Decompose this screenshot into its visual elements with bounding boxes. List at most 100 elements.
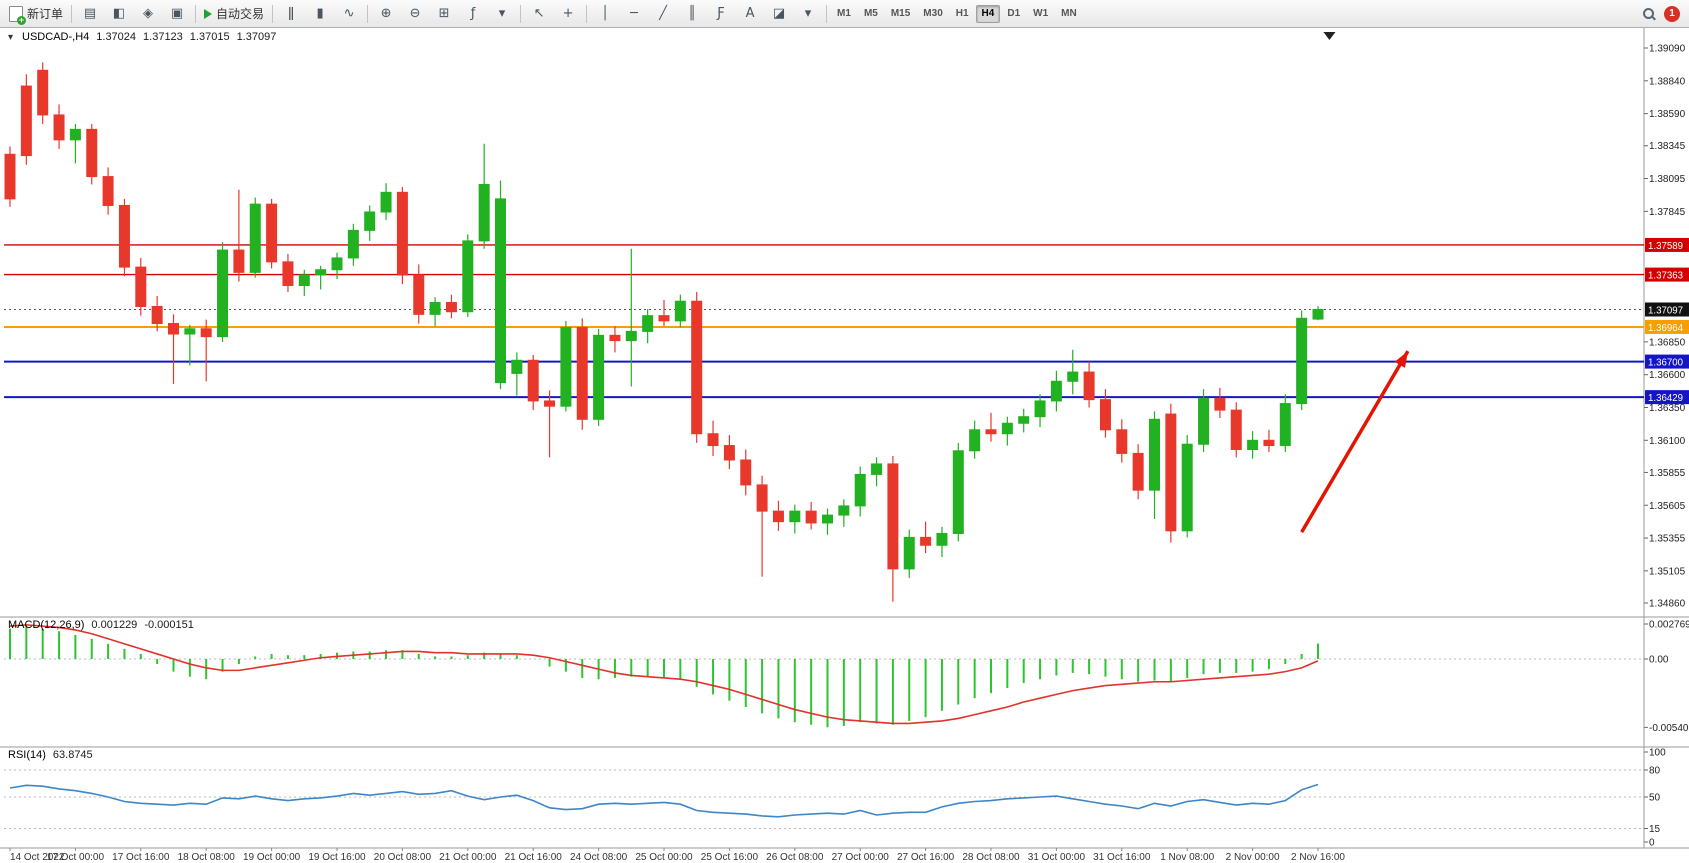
price-axis[interactable]: 1.39090 1.38840 1.38590 1.38345 1.38095 1.378… bbox=[1644, 44, 1689, 610]
horizontal-levels[interactable] bbox=[4, 244, 1644, 399]
indicators-icon: ƒ bbox=[470, 6, 476, 21]
svg-text:1.36850: 1.36850 bbox=[1649, 337, 1686, 348]
vertical-line-icon: │ bbox=[601, 6, 609, 21]
zoom-out-icon: ⊖ bbox=[409, 6, 421, 21]
chart-mode-group: ǁ ▮ ∿ bbox=[277, 2, 363, 26]
svg-text:21 Oct 16:00: 21 Oct 16:00 bbox=[505, 852, 563, 863]
search-icon[interactable] bbox=[1642, 7, 1656, 21]
chart-area[interactable]: 1.39090 1.38840 1.38590 1.38345 1.38095 1.378… bbox=[0, 28, 1689, 863]
navigator-icon: ◈ bbox=[143, 6, 154, 21]
svg-text:2 Nov 16:00: 2 Nov 16:00 bbox=[1291, 852, 1345, 863]
svg-text:20 Oct 08:00: 20 Oct 08:00 bbox=[374, 852, 432, 863]
timeframe-m30-button[interactable]: M30 bbox=[923, 7, 943, 19]
text-tool-button[interactable]: A bbox=[736, 2, 764, 26]
timeframe-m1-button[interactable]: M1 bbox=[837, 7, 851, 19]
terminal-icon: ▣ bbox=[170, 6, 184, 21]
toolbar-separator bbox=[586, 4, 588, 23]
terminal-button[interactable]: ▣ bbox=[163, 2, 191, 26]
svg-text:19 Oct 16:00: 19 Oct 16:00 bbox=[308, 852, 366, 863]
svg-text:1.38345: 1.38345 bbox=[1649, 141, 1686, 152]
crosshair-button[interactable]: + bbox=[554, 2, 582, 26]
new-order-button[interactable]: 新订单 bbox=[5, 2, 67, 26]
chart-canvas[interactable]: 1.39090 1.38840 1.38590 1.38345 1.38095 1.378… bbox=[0, 28, 1689, 863]
svg-text:15: 15 bbox=[1649, 824, 1661, 835]
main-toolbar: 新订单 ▤◧ ◈ ▣ 自动交易 ǁ ▮ ∿ ⊕ ⊖ ⊞ ƒ ▾ ↖+ │ ─╱║ ƑA◪ ▾ M1 M5… bbox=[0, 0, 1689, 28]
zoom-out-button[interactable]: ⊖ bbox=[401, 2, 429, 26]
zoom-in-button[interactable]: ⊕ bbox=[372, 2, 400, 26]
notification-badge[interactable]: 1 bbox=[1664, 5, 1680, 22]
rsi-axis: 100 80 50 15 0 bbox=[1644, 748, 1666, 849]
svg-text:1.36429: 1.36429 bbox=[1648, 393, 1683, 404]
line-chart-mode-button[interactable]: ∿ bbox=[335, 2, 363, 26]
indicators-menu-icon: ▾ bbox=[498, 6, 506, 21]
tile-windows-icon: ⊞ bbox=[438, 6, 450, 21]
timeframe-h1-button[interactable]: H1 bbox=[955, 7, 969, 19]
macd-signal-value: -0.000151 bbox=[144, 619, 194, 631]
tile-windows-button[interactable]: ⊞ bbox=[430, 2, 458, 26]
bar-chart-mode-button[interactable]: ǁ bbox=[277, 2, 305, 26]
chart-profiles-button[interactable]: ▤ bbox=[76, 2, 104, 26]
objects-menu-button[interactable]: ▾ bbox=[794, 2, 822, 26]
candlestick-series bbox=[4, 62, 1324, 602]
svg-text:100: 100 bbox=[1649, 748, 1666, 759]
market-watch-button[interactable]: ◧ bbox=[105, 2, 133, 26]
trendline-button[interactable]: ╱ bbox=[649, 2, 677, 26]
trend-arrow[interactable] bbox=[1300, 350, 1410, 534]
candlestick-mode-button[interactable]: ▮ bbox=[306, 2, 334, 26]
fibonacci-icon: Ƒ bbox=[717, 6, 725, 21]
timeframe-w1-button[interactable]: W1 bbox=[1033, 7, 1049, 19]
one-click-trading-toggle[interactable]: ▾ bbox=[8, 31, 14, 43]
svg-text:0.00: 0.00 bbox=[1649, 655, 1669, 666]
svg-text:1.35105: 1.35105 bbox=[1649, 566, 1686, 577]
timeframe-mn-button[interactable]: MN bbox=[1061, 7, 1077, 19]
svg-text:21 Oct 00:00: 21 Oct 00:00 bbox=[439, 852, 497, 863]
svg-text:17 Oct 00:00: 17 Oct 00:00 bbox=[47, 852, 105, 863]
objects-menu-icon: ▾ bbox=[804, 6, 812, 21]
autotrade-label: 自动交易 bbox=[216, 7, 265, 21]
rsi-indicator-label: RSI(14) bbox=[8, 749, 46, 761]
autotrade-button[interactable]: 自动交易 bbox=[200, 2, 268, 26]
timeframe-d1-button[interactable]: D1 bbox=[1007, 7, 1021, 19]
svg-text:19 Oct 00:00: 19 Oct 00:00 bbox=[243, 852, 301, 863]
shapes-tool-button[interactable]: ◪ bbox=[765, 2, 793, 26]
panel-borders bbox=[0, 28, 1689, 849]
indicators-menu-button[interactable]: ▾ bbox=[488, 2, 516, 26]
timeframe-group: M1 M5 M15 M30 H1 H4 D1 W1 MN bbox=[831, 4, 1083, 23]
timeframe-h4-button[interactable]: H4 bbox=[975, 4, 1001, 23]
horizontal-line-button[interactable]: ─ bbox=[620, 2, 648, 26]
timeframe-m5-button[interactable]: M5 bbox=[863, 7, 878, 19]
svg-text:27 Oct 00:00: 27 Oct 00:00 bbox=[832, 852, 890, 863]
zoom-group: ⊕ ⊖ ⊞ ƒ ▾ bbox=[372, 2, 516, 26]
macd-indicator-label: MACD(12,26,9) bbox=[8, 619, 85, 631]
svg-text:18 Oct 08:00: 18 Oct 08:00 bbox=[178, 852, 236, 863]
vertical-line-button[interactable]: │ bbox=[591, 2, 619, 26]
toolbar-separator bbox=[71, 4, 73, 23]
svg-text:1.36964: 1.36964 bbox=[1648, 323, 1684, 334]
timeframe-m15-button[interactable]: M15 bbox=[890, 7, 911, 19]
close-value: 1.37097 bbox=[236, 31, 277, 43]
navigator-button[interactable]: ◈ bbox=[134, 2, 162, 26]
svg-text:50: 50 bbox=[1649, 793, 1661, 804]
toolbar-separator bbox=[826, 4, 828, 23]
toolbar-separator bbox=[367, 4, 369, 23]
high-value: 1.37123 bbox=[143, 31, 183, 43]
new-order-icon bbox=[9, 5, 26, 25]
candlestick-mode-icon: ▮ bbox=[316, 6, 324, 21]
indicators-button[interactable]: ƒ bbox=[459, 2, 487, 26]
svg-text:0: 0 bbox=[1649, 838, 1655, 849]
toolbar-separator bbox=[272, 4, 274, 23]
window-icons-group: ▤ ◧ ◈ ▣ bbox=[76, 2, 191, 26]
macd-signal-line bbox=[9, 624, 1319, 725]
svg-text:27 Oct 16:00: 27 Oct 16:00 bbox=[897, 852, 955, 863]
rsi-value: 63.8745 bbox=[52, 749, 93, 761]
svg-text:14 Oct 2022: 14 Oct 2022 bbox=[10, 852, 65, 863]
svg-text:1.38590: 1.38590 bbox=[1649, 109, 1686, 120]
svg-text:1.35605: 1.35605 bbox=[1649, 501, 1686, 512]
cursor-button[interactable]: ↖ bbox=[525, 2, 553, 26]
svg-text:26 Oct 08:00: 26 Oct 08:00 bbox=[766, 852, 824, 863]
svg-text:31 Oct 00:00: 31 Oct 00:00 bbox=[1028, 852, 1086, 863]
fibonacci-button[interactable]: Ƒ bbox=[707, 2, 735, 26]
equidistant-channel-button[interactable]: ║ bbox=[678, 2, 706, 26]
chart-shift-marker[interactable] bbox=[1323, 32, 1336, 40]
